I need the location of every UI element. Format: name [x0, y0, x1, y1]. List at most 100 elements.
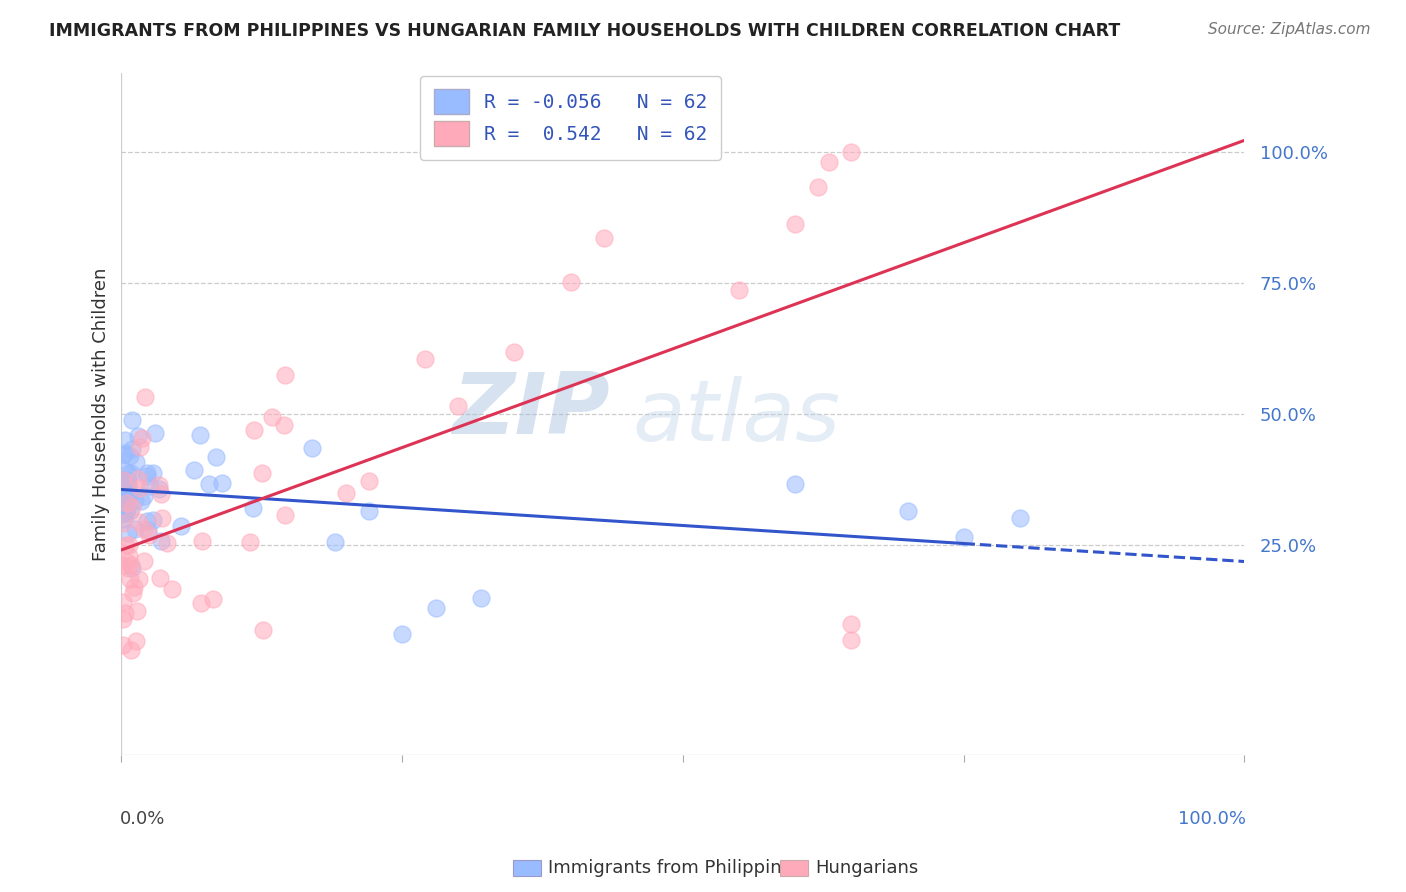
- Point: [190, 597, 212, 611]
- Text: Source: ZipAtlas.com: Source: ZipAtlas.com: [1208, 22, 1371, 37]
- Point: [252, 624, 274, 638]
- Point: [160, 582, 183, 596]
- Point: [142, 466, 165, 480]
- Point: [118, 489, 141, 503]
- Text: Immigrants from Philippines: Immigrants from Philippines: [548, 859, 803, 877]
- Point: [121, 500, 143, 515]
- Point: [357, 474, 380, 488]
- Point: [118, 549, 141, 563]
- Point: [114, 476, 136, 491]
- Point: [115, 506, 138, 520]
- Point: [132, 522, 155, 536]
- Point: [239, 535, 262, 549]
- Point: [112, 611, 135, 625]
- Point: [112, 512, 135, 526]
- Point: [121, 413, 143, 427]
- Point: [111, 516, 134, 531]
- Point: [117, 502, 139, 516]
- Text: Hungarians: Hungarians: [815, 859, 918, 877]
- Point: [111, 473, 134, 487]
- Point: [211, 475, 233, 490]
- Point: [114, 446, 136, 460]
- Point: [139, 478, 162, 492]
- Point: [120, 504, 142, 518]
- Point: [132, 554, 155, 568]
- Point: [391, 627, 413, 641]
- Point: [413, 352, 436, 367]
- Point: [841, 632, 863, 647]
- Point: [125, 604, 148, 618]
- Point: [132, 489, 155, 503]
- Point: [785, 476, 807, 491]
- Point: [807, 179, 830, 194]
- Point: [118, 449, 141, 463]
- Point: [117, 477, 139, 491]
- Point: [785, 217, 807, 231]
- Point: [250, 466, 273, 480]
- Point: [136, 468, 159, 483]
- Point: [728, 284, 751, 298]
- Point: [1008, 511, 1031, 525]
- Point: [131, 431, 153, 445]
- Point: [115, 556, 138, 570]
- Point: [125, 455, 148, 469]
- Point: [124, 493, 146, 508]
- Point: [111, 638, 134, 652]
- Point: [301, 441, 323, 455]
- Point: [274, 508, 297, 522]
- Point: [128, 515, 150, 529]
- Point: [149, 533, 172, 548]
- Point: [114, 606, 136, 620]
- Point: [117, 525, 139, 540]
- Point: [127, 428, 149, 442]
- Point: [136, 514, 159, 528]
- Point: [242, 424, 264, 438]
- Point: [503, 345, 526, 359]
- Point: [188, 428, 211, 442]
- Point: [260, 409, 283, 424]
- Point: [273, 368, 295, 382]
- Point: [156, 536, 179, 550]
- Text: ZIP: ZIP: [453, 369, 610, 452]
- Point: [115, 491, 138, 505]
- Legend: R = -0.056   N = 62, R =  0.542   N = 62: R = -0.056 N = 62, R = 0.542 N = 62: [420, 76, 721, 160]
- Point: [183, 463, 205, 477]
- Point: [122, 580, 145, 594]
- Point: [335, 486, 357, 500]
- Point: [114, 491, 136, 505]
- Point: [121, 442, 143, 457]
- Point: [273, 417, 295, 432]
- Point: [111, 473, 134, 487]
- Point: [425, 601, 447, 615]
- Y-axis label: Family Households with Children: Family Households with Children: [93, 268, 110, 561]
- Point: [204, 450, 226, 465]
- Point: [470, 591, 492, 605]
- Point: [111, 595, 134, 609]
- Point: [148, 482, 170, 496]
- Point: [142, 513, 165, 527]
- Point: [129, 494, 152, 508]
- Point: [124, 522, 146, 536]
- Point: [114, 463, 136, 477]
- Point: [952, 530, 974, 544]
- Point: [117, 473, 139, 487]
- Point: [112, 491, 135, 506]
- Point: [115, 538, 138, 552]
- Point: [117, 466, 139, 480]
- Point: [202, 592, 225, 607]
- Point: [129, 440, 152, 454]
- Point: [149, 487, 172, 501]
- Point: [121, 586, 143, 600]
- Point: [170, 518, 193, 533]
- Point: [111, 507, 134, 521]
- Point: [111, 476, 134, 491]
- Point: [447, 399, 470, 413]
- Point: [138, 528, 160, 542]
- Point: [117, 561, 139, 575]
- Point: [148, 478, 170, 492]
- Point: [128, 572, 150, 586]
- Point: [115, 484, 138, 499]
- Point: [242, 500, 264, 515]
- Point: [129, 481, 152, 495]
- Point: [120, 573, 142, 587]
